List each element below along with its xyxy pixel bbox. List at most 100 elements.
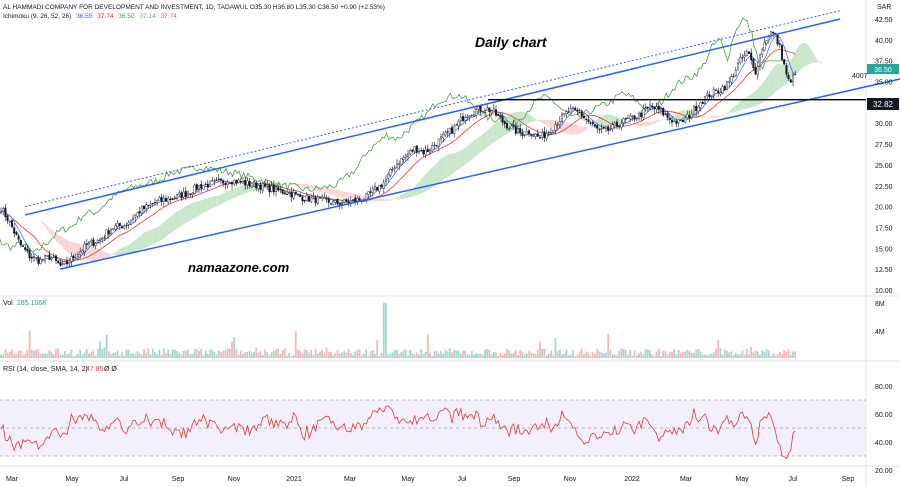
cloud-segment xyxy=(744,97,747,109)
volume-bar xyxy=(145,352,148,358)
volume-bar xyxy=(191,353,194,358)
candle-body xyxy=(404,155,407,158)
volume-bar xyxy=(110,354,112,358)
tenkan-line xyxy=(0,35,796,264)
volume-bar xyxy=(400,351,403,358)
cloud-segment xyxy=(337,190,340,198)
cloud-segment xyxy=(227,190,230,201)
volume-bar xyxy=(149,354,152,358)
cloud-segment xyxy=(438,158,441,184)
volume-bar xyxy=(539,341,541,358)
volume-bar xyxy=(391,352,394,358)
candle-body xyxy=(567,111,570,113)
volume-bar xyxy=(162,348,165,358)
volume-bar xyxy=(440,350,442,358)
volume-bar xyxy=(63,350,66,358)
volume-bar xyxy=(158,349,161,358)
cloud-segment xyxy=(174,211,177,231)
currency-label: SAR xyxy=(877,4,891,11)
cloud-segment xyxy=(654,120,657,124)
volume-bar xyxy=(591,352,594,358)
volume-bar xyxy=(176,350,178,358)
volume-bar xyxy=(0,354,2,358)
candle-body xyxy=(723,85,726,90)
watermark: namaazone.com xyxy=(188,260,290,275)
candle-body xyxy=(512,124,515,127)
cloud-segment xyxy=(390,199,393,201)
cloud-segment xyxy=(452,153,455,175)
candle-body xyxy=(252,181,255,187)
time-tick-label: 2022 xyxy=(624,476,640,483)
volume-bar xyxy=(429,352,431,358)
cloud-segment xyxy=(749,94,752,108)
cloud-segment xyxy=(458,150,461,170)
cloud-segment xyxy=(210,196,213,210)
cloud-segment xyxy=(95,248,98,262)
cloud-segment xyxy=(89,246,92,261)
candle-body xyxy=(382,182,385,189)
cloud-segment xyxy=(201,199,204,215)
candle-body xyxy=(336,198,339,204)
candle-body xyxy=(244,180,247,186)
volume-bar xyxy=(30,349,33,358)
volume-bar xyxy=(165,353,167,358)
volume-bar xyxy=(50,352,53,358)
candle-body xyxy=(354,197,357,202)
time-tick-label: May xyxy=(735,476,749,483)
volume-bar xyxy=(99,341,101,358)
candle-body xyxy=(620,123,623,128)
cloud-segment xyxy=(487,128,490,148)
candle-body xyxy=(536,133,539,137)
volume-bar xyxy=(39,353,42,358)
candle-body xyxy=(435,145,438,147)
volume-bar xyxy=(420,348,423,358)
rsi-label: RSI (14, close, SMA, 14, 2) xyxy=(3,366,88,373)
candle-body xyxy=(15,231,18,235)
candle-body xyxy=(327,198,330,203)
volume-bar xyxy=(347,349,350,358)
candle-body xyxy=(101,238,104,240)
channel-upper-line xyxy=(24,18,841,216)
candle-body xyxy=(547,131,550,133)
volume-bar xyxy=(44,353,46,358)
volume-bar xyxy=(737,354,739,358)
volume-bar xyxy=(211,349,214,358)
candle-body xyxy=(219,178,222,181)
candle-body xyxy=(411,149,414,152)
volume-bar xyxy=(607,334,610,358)
price-tick-label: 25.00 xyxy=(875,163,893,170)
candle-body xyxy=(65,260,68,265)
candle-body xyxy=(572,107,575,109)
volume-bar xyxy=(695,349,698,358)
candle-body xyxy=(772,31,775,34)
cloud-segment xyxy=(775,63,778,93)
volume-bar xyxy=(374,354,376,358)
candle-body xyxy=(374,186,377,190)
cloud-segment xyxy=(243,183,246,195)
candle-body xyxy=(528,130,531,135)
volume-bar xyxy=(13,353,16,358)
volume-bar xyxy=(792,351,794,358)
volume-bar xyxy=(750,346,753,358)
candle-body xyxy=(479,105,482,112)
volume-bar xyxy=(585,352,588,358)
lagging-span xyxy=(0,17,790,253)
cloud-segment xyxy=(636,123,639,127)
candle-body xyxy=(442,133,445,138)
cloud-segment xyxy=(163,220,166,239)
cloud-segment xyxy=(49,227,52,236)
candle-body xyxy=(609,129,612,131)
cloud-segment xyxy=(760,83,763,105)
ichimoku-legend[interactable]: Ichimoku (9, 26, 52, 26) 36.55 37.74 36.… xyxy=(3,13,180,20)
volume-bar xyxy=(360,355,363,358)
candle-body xyxy=(532,135,535,137)
candle-body xyxy=(208,180,211,187)
cloud-segment xyxy=(713,116,716,118)
candle-body xyxy=(728,81,731,83)
volume-bar xyxy=(77,353,79,358)
volume-bar xyxy=(193,349,196,358)
volume-bar xyxy=(574,355,577,358)
cloud-segment xyxy=(443,155,446,180)
candle-body xyxy=(224,183,227,185)
